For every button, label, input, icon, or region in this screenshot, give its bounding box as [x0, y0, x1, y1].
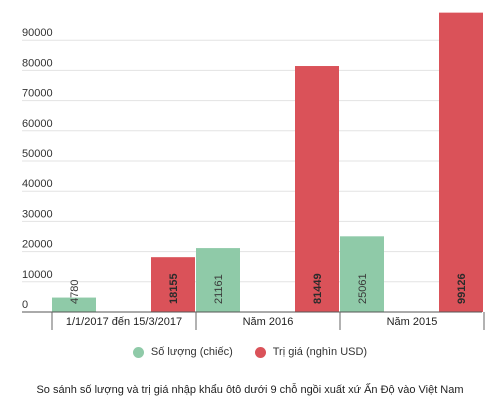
y-tick-label: 50000 [22, 148, 53, 160]
bars [52, 12, 483, 313]
data-label-quantity: 4780 [69, 280, 81, 304]
bar-value [439, 12, 483, 313]
data-label-value: 81449 [312, 273, 324, 304]
data-label-quantity: 21161 [213, 274, 225, 304]
data-label-quantity: 25061 [357, 273, 369, 304]
legend-label-quantity: Số lượng (chiếc) [150, 346, 233, 358]
legend-swatch-value [254, 346, 266, 358]
gridlines [22, 39, 482, 283]
chart-caption: So sánh số lượng và trị giá nhập khẩu ôt… [36, 384, 464, 396]
bar-chart: 0 10000 20000 30000 40000 50000 60000 70000 8000… [22, 12, 485, 330]
x-category-label: Năm 2015 [387, 316, 438, 328]
y-tick-label: 40000 [22, 178, 53, 190]
data-label-value: 18155 [168, 273, 180, 304]
y-tick-label: 90000 [22, 27, 53, 39]
y-tick-label: 80000 [22, 57, 53, 69]
bar-quantity [196, 248, 240, 312]
y-tick-label: 30000 [22, 208, 53, 220]
legend: Số lượng (chiếc) Trị giá (nghìn USD) [0, 346, 500, 358]
legend-swatch-quantity [132, 346, 144, 358]
bar-quantity [52, 297, 96, 312]
bar-value [295, 66, 339, 312]
x-category-label: Năm 2016 [243, 316, 294, 328]
y-tick-label: 60000 [22, 118, 53, 130]
y-tick-label: 10000 [22, 269, 53, 281]
legend-item-quantity: Số lượng (chiếc) [132, 346, 233, 358]
y-axis-ticks: 0 10000 20000 30000 40000 50000 60000 70000 8000… [22, 27, 53, 311]
data-label-value: 99126 [456, 273, 468, 304]
y-tick-label: 70000 [22, 88, 53, 100]
bar-quantity [340, 236, 384, 312]
y-tick-label: 20000 [22, 239, 53, 251]
legend-label-value: Trị giá (nghìn USD) [272, 346, 368, 358]
x-category-label: 1/1/2017 đến 15/3/2017 [66, 316, 182, 328]
x-axis: 1/1/2017 đến 15/3/2017 Năm 2016 Năm 2015 [22, 311, 485, 330]
bar-value [151, 257, 195, 312]
y-tick-label: 0 [22, 299, 28, 311]
legend-item-value: Trị giá (nghìn USD) [254, 346, 368, 358]
data-labels: 4780 18155 21161 81449 25061 99126 [69, 273, 468, 304]
